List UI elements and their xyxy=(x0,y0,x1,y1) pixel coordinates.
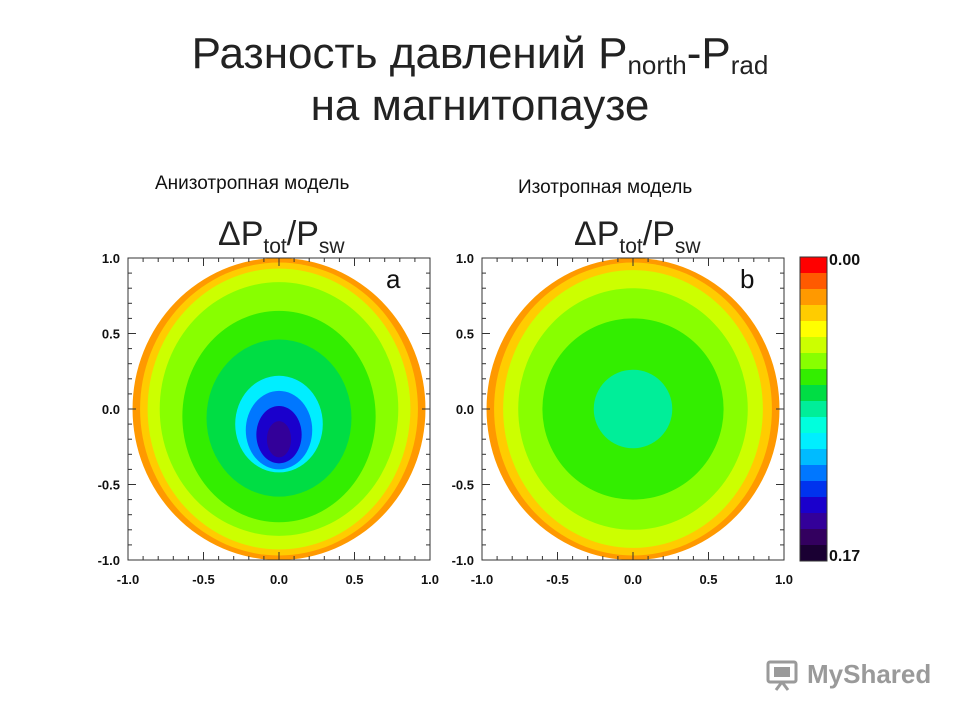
x-tick-label: 1.0 xyxy=(421,572,439,587)
panel-letter: a xyxy=(386,264,401,294)
title-subscript-rad: rad xyxy=(730,50,769,80)
x-tick-label: 1.0 xyxy=(775,572,793,587)
title-line-1: Разность давлений Pnorth-Prad xyxy=(0,28,960,80)
colorbar-swatch xyxy=(800,337,827,354)
colorbar-swatch xyxy=(800,417,827,434)
panel-letter: b xyxy=(740,264,754,294)
y-tick-label: 0.0 xyxy=(456,402,474,417)
colorbar-swatch xyxy=(800,321,827,338)
x-tick-label: 0.5 xyxy=(699,572,717,587)
x-tick-label: 0.5 xyxy=(345,572,363,587)
x-tick-label: 0.0 xyxy=(624,572,642,587)
x-tick-label: 0.0 xyxy=(270,572,288,587)
title-subscript-north: north xyxy=(627,50,687,80)
x-tick-label: -0.5 xyxy=(192,572,214,587)
y-tick-label: -1.0 xyxy=(452,553,474,568)
x-tick-label: -1.0 xyxy=(117,572,139,587)
y-tick-label: 0.0 xyxy=(102,402,120,417)
title-dash: -P xyxy=(686,29,731,78)
watermark: MyShared xyxy=(765,657,935,695)
colorbar-swatch xyxy=(800,289,827,306)
y-tick-label: 1.0 xyxy=(456,251,474,266)
title-line-2: на магнитопаузе xyxy=(310,81,650,130)
y-tick-label: -0.5 xyxy=(98,478,120,493)
y-tick-label: 0.5 xyxy=(456,327,474,342)
colorbar: 0.00 0.17 xyxy=(799,252,860,565)
colorbar-swatch xyxy=(800,385,827,402)
colorbar-swatch xyxy=(800,273,827,290)
contour-level-5 xyxy=(593,369,673,449)
colorbar-swatch xyxy=(800,353,827,370)
y-tick-label: 1.0 xyxy=(102,251,120,266)
panel-a: -1.0 -0.5 0.0 0.5 1.0 1.0 0.5 0.0 -0.5 -1.0 a xyxy=(98,251,439,587)
colorbar-swatch xyxy=(800,433,827,450)
contour-level-9 xyxy=(266,421,292,458)
colorbar-swatch xyxy=(800,465,827,482)
panel-b-title: ΔPtot/Psw xyxy=(574,215,701,258)
colorbar-bottom-label: 0.17 xyxy=(829,548,860,565)
colorbar-swatch xyxy=(800,513,827,530)
panel-b: -1.0 -0.5 0.0 0.5 1.0 1.0 0.5 0.0 -0.5 -1.0 b xyxy=(452,251,793,587)
colorbar-swatch xyxy=(800,401,827,418)
colorbar-swatch xyxy=(800,481,827,498)
slide-title: Разность давлений Pnorth-Prad на магнито… xyxy=(0,28,960,132)
panel-a-title: ΔPtot/Psw xyxy=(218,215,345,258)
colorbar-swatch xyxy=(800,305,827,322)
presentation-icon xyxy=(766,660,798,691)
y-tick-label: 0.5 xyxy=(102,327,120,342)
colorbar-swatch xyxy=(800,529,827,546)
watermark-text: MyShared xyxy=(807,659,932,689)
colorbar-swatch xyxy=(800,497,827,514)
colorbar-top-label: 0.00 xyxy=(829,252,860,269)
colorbar-swatch xyxy=(800,545,827,562)
colorbar-swatch xyxy=(800,449,827,466)
colorbar-swatch xyxy=(800,369,827,386)
title-text: Разность давлений P xyxy=(191,29,628,78)
y-tick-label: -0.5 xyxy=(452,478,474,493)
x-tick-label: -0.5 xyxy=(546,572,568,587)
colorbar-swatch xyxy=(800,257,827,274)
label-isotropic: Изотропная модель xyxy=(518,177,693,198)
label-anisotropic: Анизотропная модель xyxy=(155,173,350,194)
y-tick-label: -1.0 xyxy=(98,553,120,568)
x-tick-label: -1.0 xyxy=(471,572,493,587)
